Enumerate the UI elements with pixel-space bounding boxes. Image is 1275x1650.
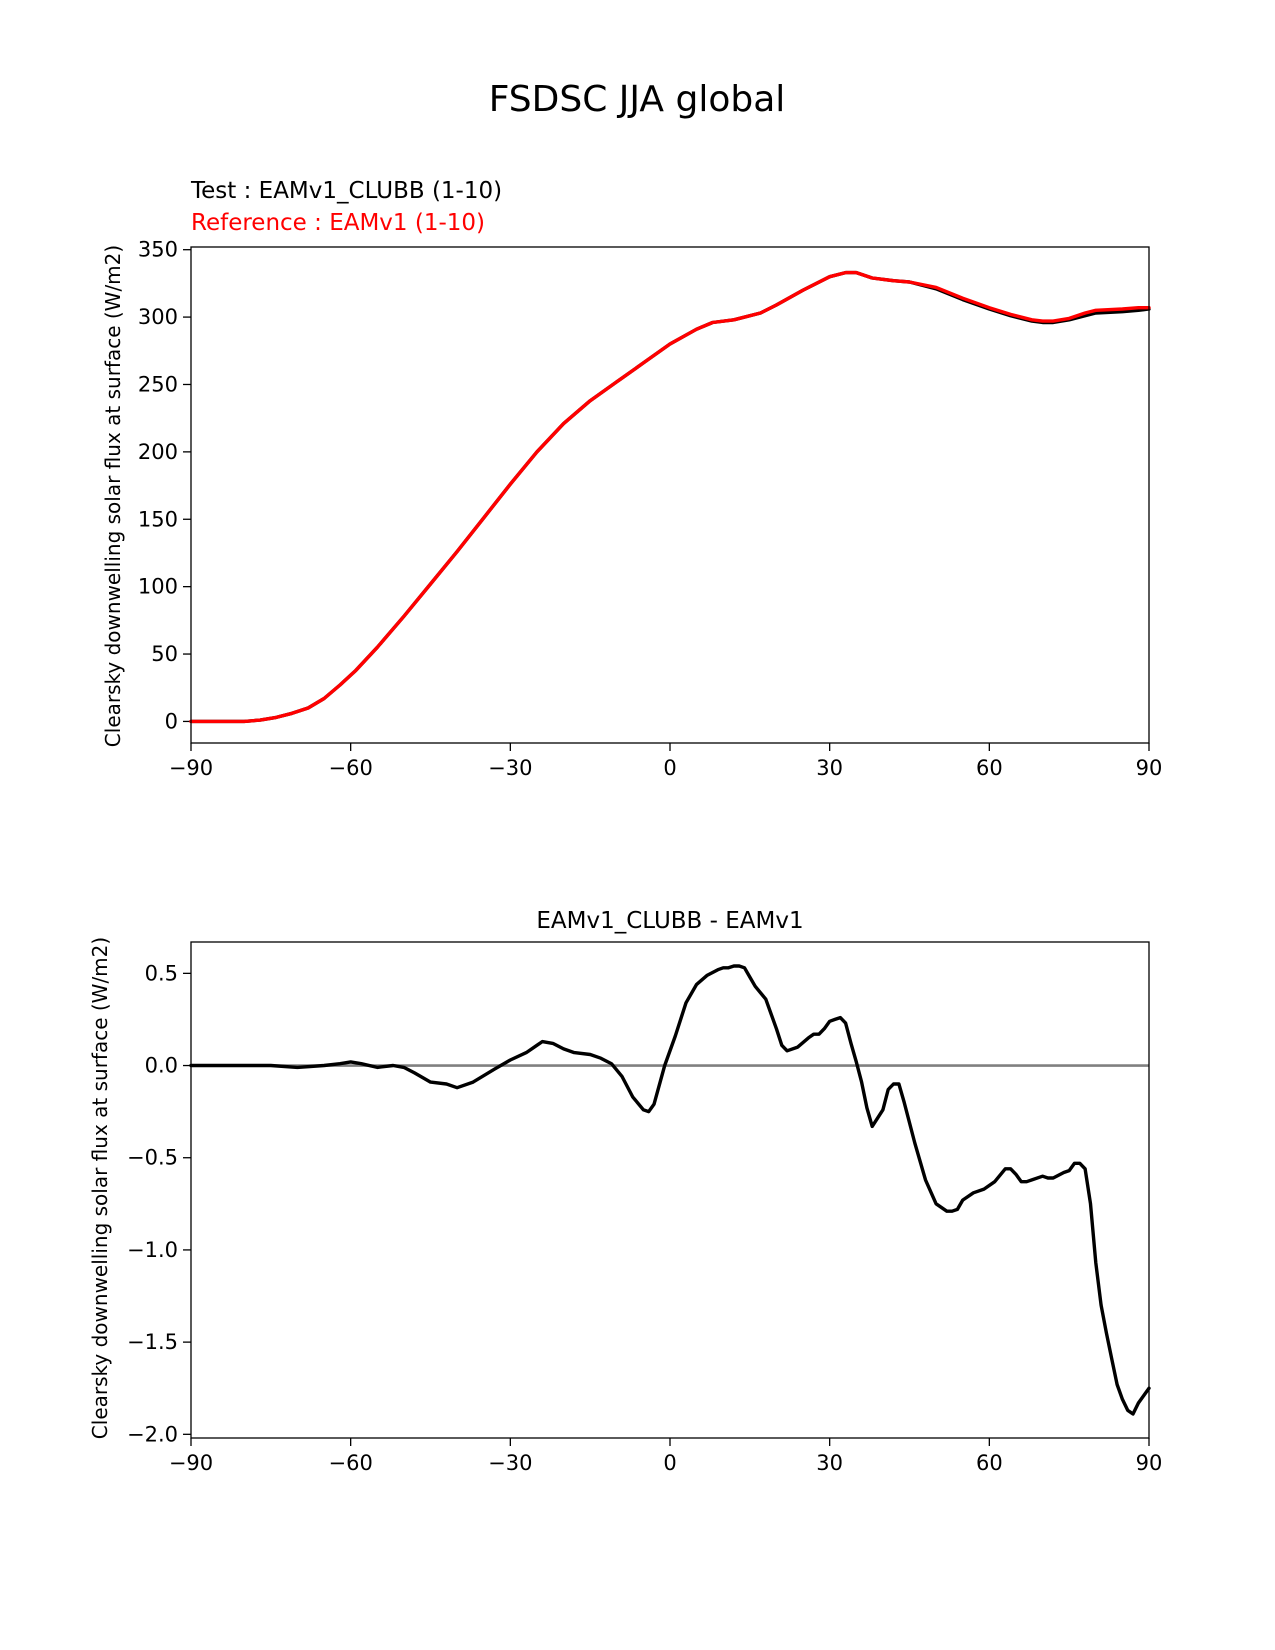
top-ytick-label: 0 bbox=[165, 709, 178, 733]
top-xtick-label: 30 bbox=[816, 756, 843, 780]
top-xtick-label: −60 bbox=[329, 756, 373, 780]
test-label: Test : EAMv1_CLUBB (1-10) bbox=[190, 178, 502, 204]
figure-title: FSDSC JJA global bbox=[489, 79, 786, 120]
bottom-xtick-label: 90 bbox=[1136, 1451, 1163, 1475]
bottom-series-layer bbox=[189, 964, 1151, 1416]
reference-label: Reference : EAMv1 (1-10) bbox=[191, 210, 485, 236]
bottom-ytick-label: −0.5 bbox=[127, 1146, 178, 1170]
bottom-xtick-label: −30 bbox=[488, 1451, 532, 1475]
bottom-ylabel: Clearsky downwelling solar flux at surfa… bbox=[88, 937, 112, 1439]
bottom-ytick-label: −1.5 bbox=[127, 1330, 178, 1354]
top-xtick-label: −30 bbox=[488, 756, 532, 780]
bottom-xtick-label: −90 bbox=[169, 1451, 213, 1475]
panel-bottom: EAMv1_CLUBB - EAMv1 Clearsky downwelling… bbox=[88, 908, 1162, 1475]
top-axes-layer: −90 −60 −30 0 30 60 90 0 50 100 150 200 250 300 350 bbox=[138, 238, 1162, 780]
top-series-line-1 bbox=[189, 270, 1151, 724]
top-ytick-label: 250 bbox=[138, 372, 178, 396]
top-ytick-label: 150 bbox=[138, 507, 178, 531]
bottom-ytick-label: −1.0 bbox=[127, 1238, 178, 1262]
top-xtick-label: 90 bbox=[1136, 756, 1163, 780]
top-ytick-label: 50 bbox=[151, 642, 178, 666]
bottom-ytick-label: −2.0 bbox=[127, 1422, 178, 1446]
bottom-xtick-label: −60 bbox=[329, 1451, 373, 1475]
bottom-axes-frame bbox=[190, 941, 1150, 1439]
top-xtick-label: −90 bbox=[169, 756, 213, 780]
top-ylabel: Clearsky downwelling solar flux at surfa… bbox=[101, 245, 125, 747]
top-xtick-label: 0 bbox=[663, 756, 676, 780]
bottom-series-line-0 bbox=[189, 964, 1151, 1416]
top-ytick-label: 100 bbox=[138, 575, 178, 599]
bottom-xtick-label: 0 bbox=[663, 1451, 676, 1475]
top-series-layer bbox=[189, 270, 1151, 724]
panel-top: Test : EAMv1_CLUBB (1-10) Reference : EA… bbox=[101, 178, 1162, 780]
top-xtick-label: 60 bbox=[976, 756, 1003, 780]
top-ytick-label: 300 bbox=[138, 305, 178, 329]
top-ytick-label: 200 bbox=[138, 440, 178, 464]
bottom-ytick-label: 0.0 bbox=[145, 1054, 178, 1078]
bottom-axes-layer: −90 −60 −30 0 30 60 90 0.5 0.0 −0.5 −1.0 −1.5 −2.0 bbox=[127, 961, 1162, 1475]
top-ytick-label: 350 bbox=[138, 238, 178, 262]
bottom-xtick-label: 60 bbox=[976, 1451, 1003, 1475]
bottom-xtick-label: 30 bbox=[816, 1451, 843, 1475]
bottom-ytick-label: 0.5 bbox=[145, 961, 178, 985]
bottom-title: EAMv1_CLUBB - EAMv1 bbox=[536, 908, 803, 934]
top-axes-frame bbox=[190, 246, 1150, 744]
